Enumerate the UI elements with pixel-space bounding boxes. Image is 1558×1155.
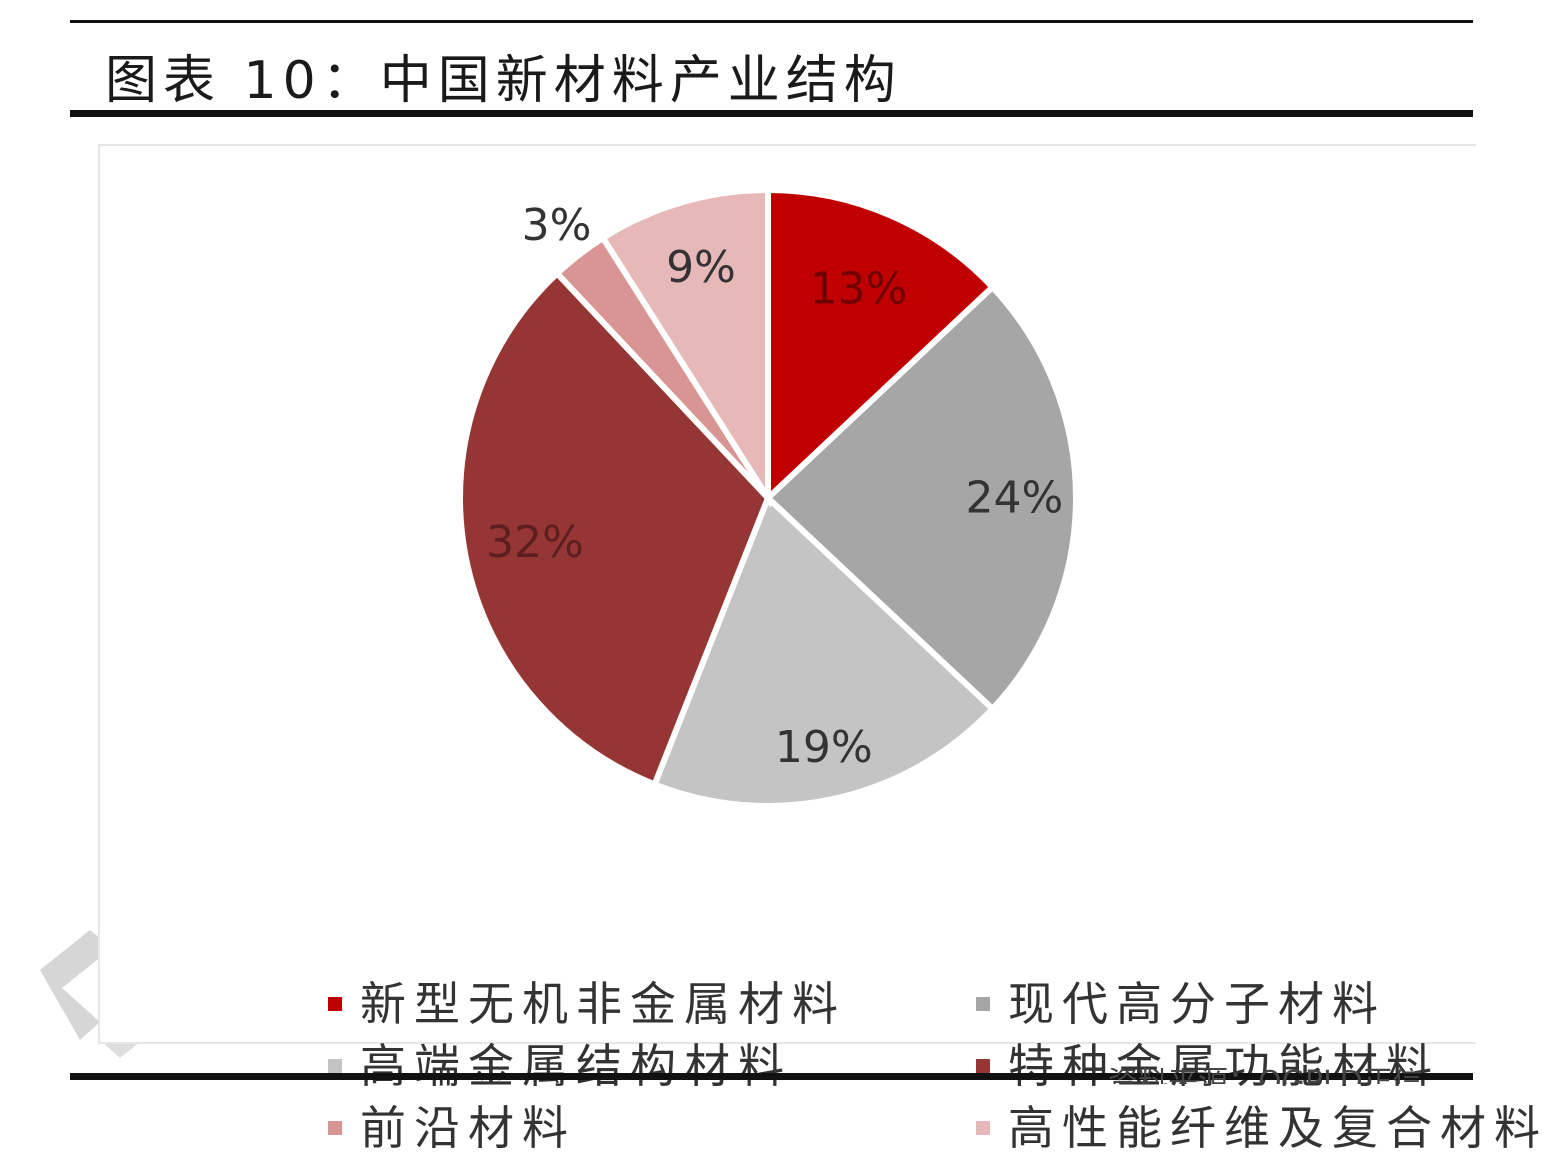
legend-label-2: 现代高分子材料 bbox=[1008, 977, 1386, 1031]
legend-swatch-5 bbox=[328, 1121, 342, 1135]
legend-label-5: 前沿材料 bbox=[360, 1101, 576, 1155]
data-label-5: 3% bbox=[522, 200, 592, 251]
legend-label-3: 高端金属结构材料 bbox=[360, 1039, 792, 1093]
legend-swatch-1 bbox=[328, 997, 342, 1011]
pie-slice-2 bbox=[763, 282, 1079, 714]
data-label-6: 9% bbox=[666, 242, 736, 293]
legend-item-2: 现代高分子材料 bbox=[976, 981, 1386, 1027]
legend-swatch-6 bbox=[976, 1121, 990, 1135]
legend-item-6: 高性能纤维及复合材料 bbox=[976, 1105, 1548, 1151]
legend-swatch-3 bbox=[328, 1059, 342, 1073]
legend-label-4: 特种金属功能材料 bbox=[1008, 1039, 1440, 1093]
pie-chart: 13% 24% 19% 32% 3% 9% bbox=[457, 186, 1079, 809]
legend-swatch-2 bbox=[976, 997, 990, 1011]
pie-slice-6 bbox=[598, 186, 771, 509]
top-rule bbox=[70, 20, 1473, 23]
data-label-1: 13% bbox=[810, 263, 908, 314]
legend-label-6: 高性能纤维及复合材料 bbox=[1008, 1101, 1548, 1155]
data-label-3: 19% bbox=[775, 722, 873, 773]
data-label-2: 24% bbox=[966, 473, 1064, 524]
pie-slice-1 bbox=[765, 186, 997, 505]
legend-label-1: 新型无机非金属材料 bbox=[360, 977, 846, 1031]
legend-item-5: 前沿材料 bbox=[328, 1105, 576, 1151]
bottom-rule bbox=[70, 1073, 1473, 1080]
pie-slice-4 bbox=[457, 269, 772, 789]
legend-item-3: 高端金属结构材料 bbox=[328, 1043, 792, 1089]
chart-area: 13% 24% 19% 32% 3% 9% 新型无机非金属材料 现代高分子材料高端金属结构材… bbox=[98, 144, 1540, 1151]
chart-title: 图表 10：中国新材料产业结构 bbox=[105, 51, 902, 111]
title-rule bbox=[70, 110, 1473, 117]
data-label-4: 32% bbox=[486, 517, 584, 568]
legend-swatch-4 bbox=[976, 1059, 990, 1073]
legend-item-4: 特种金属功能材料 bbox=[976, 1043, 1440, 1089]
legend-item-1: 新型无机非金属材料 bbox=[328, 981, 846, 1027]
source-note: 资料来源：OGPLD正信 bbox=[1108, 1068, 1474, 1084]
